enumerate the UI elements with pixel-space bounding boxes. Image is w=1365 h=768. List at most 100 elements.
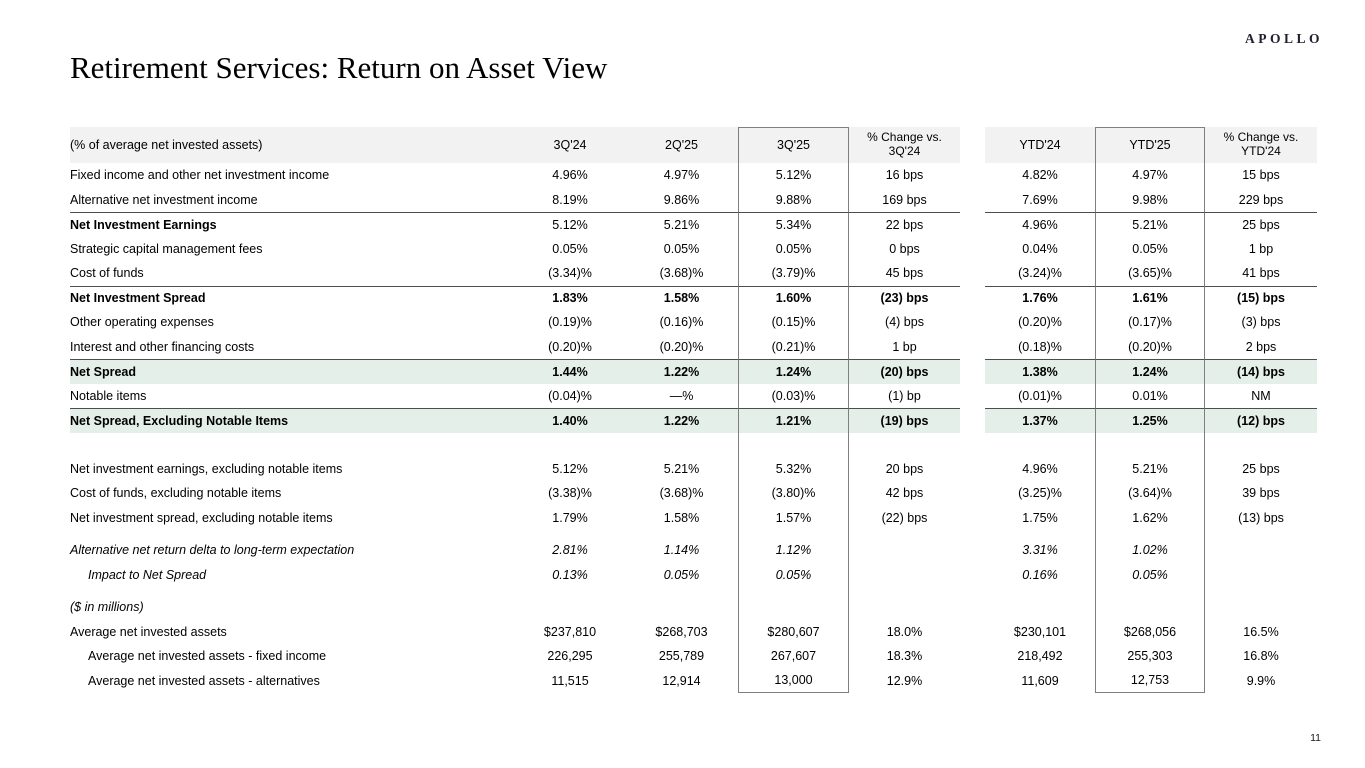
column-gap [960, 384, 985, 409]
value-cell: 5.21% [1095, 456, 1205, 481]
column-gap [960, 481, 985, 506]
spacer-cell [70, 587, 515, 595]
value-cell: 9.98% [1095, 187, 1205, 212]
page-title: Retirement Services: Return on Asset Vie… [70, 50, 608, 85]
value-cell: —% [669, 388, 694, 403]
row-label: Strategic capital management fees [70, 241, 263, 256]
value-cell: (0.20)% [548, 339, 592, 354]
value-cell: (4) bps [885, 315, 924, 330]
value-cell: 11,515 [551, 673, 589, 688]
table-header-2q25: 2Q'25 [625, 127, 738, 163]
value-cell [1205, 595, 1317, 620]
value-cell: 229 bps [1238, 192, 1284, 207]
table-header-3q24: 3Q'24 [515, 127, 625, 163]
value-cell [849, 595, 960, 620]
value-cell: (0.20)% [659, 339, 704, 354]
value-cell: $230,101 [1013, 624, 1067, 639]
value-cell: 5.32% [738, 456, 849, 481]
value-cell: 4.96% [985, 212, 1095, 237]
value-cell: 8.19% [552, 192, 588, 207]
row-label: Net investment earnings, excluding notab… [70, 461, 343, 476]
value-cell: 25 bps [1205, 212, 1317, 237]
value-cell: 4.97% [1095, 163, 1205, 188]
value-cell: (0.21)% [738, 334, 849, 359]
table-header-ytd25: YTD'25 [1095, 127, 1205, 163]
value-cell: 41 bps [1242, 266, 1280, 281]
value-cell: NM [1251, 388, 1271, 403]
value-cell: 11,609 [1021, 673, 1059, 688]
column-gap [960, 669, 985, 694]
value-cell: 1.62% [1095, 505, 1205, 530]
value-cell: 1.24% [738, 359, 849, 384]
value-cell: 0 bps [889, 241, 920, 256]
value-cell: 42 bps [885, 486, 924, 501]
spacer-cell [625, 530, 738, 538]
value-cell: 9.9% [1246, 673, 1276, 688]
value-cell: 13,000 [738, 668, 849, 693]
value-cell: 5.12% [515, 212, 625, 237]
value-cell: 1.12% [738, 538, 849, 563]
value-cell: 3.31% [1022, 543, 1058, 558]
row-label: Average net invested assets - fixed inco… [88, 649, 327, 664]
column-gap [960, 457, 985, 482]
value-cell: (0.19)% [548, 315, 592, 330]
spacer-cell [985, 530, 1095, 538]
spacer-cell [1095, 587, 1205, 595]
column-gap [960, 538, 985, 563]
row-label: Cost of funds, excluding notable items [70, 486, 282, 501]
value-cell [849, 563, 960, 588]
value-cell: 12.9% [886, 673, 923, 688]
value-cell: 226,295 [547, 649, 593, 664]
value-cell: 1.75% [1022, 510, 1058, 525]
spacer-cell [849, 587, 960, 595]
value-cell [625, 595, 738, 620]
value-cell: 18.3% [886, 649, 923, 664]
value-cell: $268,703 [655, 624, 708, 639]
value-cell: 5.21% [663, 461, 700, 476]
spacer-cell [985, 587, 1095, 595]
value-cell: 1.44% [515, 359, 625, 384]
value-cell: 4.96% [552, 168, 588, 183]
value-cell: 0.01% [1095, 383, 1205, 408]
value-cell: 16.8% [1243, 649, 1279, 664]
value-cell: 7.69% [1022, 192, 1058, 207]
value-cell: (0.01)% [1018, 388, 1062, 403]
value-cell: 1.83% [515, 285, 625, 311]
spacer-cell [625, 433, 738, 457]
value-cell: 9.88% [738, 187, 849, 212]
spacer-cell [625, 587, 738, 595]
column-gap [960, 359, 985, 384]
value-cell: 5.12% [552, 461, 588, 476]
value-cell: (20) bps [849, 359, 960, 384]
row-label: ($ in millions) [70, 600, 144, 615]
apollo-logo: APOLLO [1244, 31, 1323, 46]
value-cell: 0.05% [1095, 236, 1205, 261]
value-cell: (0.04)% [548, 388, 592, 403]
value-cell: (3.65)% [1095, 261, 1205, 286]
value-cell: 255,303 [1095, 644, 1205, 669]
row-label: Impact to Net Spread [88, 567, 207, 582]
value-cell [738, 595, 849, 620]
value-cell: 2.81% [552, 543, 588, 558]
value-cell: 20 bps [885, 461, 924, 476]
spacer-cell [70, 530, 515, 538]
spacer-cell [960, 433, 985, 457]
spacer-cell [515, 433, 625, 457]
value-cell: 39 bps [1242, 486, 1280, 501]
value-cell: 1.22% [625, 359, 738, 384]
value-cell: $268,056 [1095, 619, 1205, 644]
row-label: Net Investment Earnings [70, 212, 515, 237]
value-cell: 5.12% [738, 163, 849, 188]
value-cell: (3.79)% [738, 261, 849, 286]
value-cell: (12) bps [1205, 408, 1317, 433]
value-cell: 15 bps [1242, 168, 1280, 183]
spacer-cell [1095, 530, 1205, 538]
value-cell: 18.0% [886, 624, 923, 639]
value-cell: (22) bps [881, 510, 928, 525]
spacer-cell [960, 530, 985, 538]
value-cell: 0.05% [663, 567, 700, 582]
spacer-cell [1205, 433, 1317, 457]
value-cell [1095, 595, 1205, 620]
return-on-asset-table: (% of average net invested assets) 3Q'24… [70, 127, 1317, 693]
value-cell: 5.21% [625, 212, 738, 237]
